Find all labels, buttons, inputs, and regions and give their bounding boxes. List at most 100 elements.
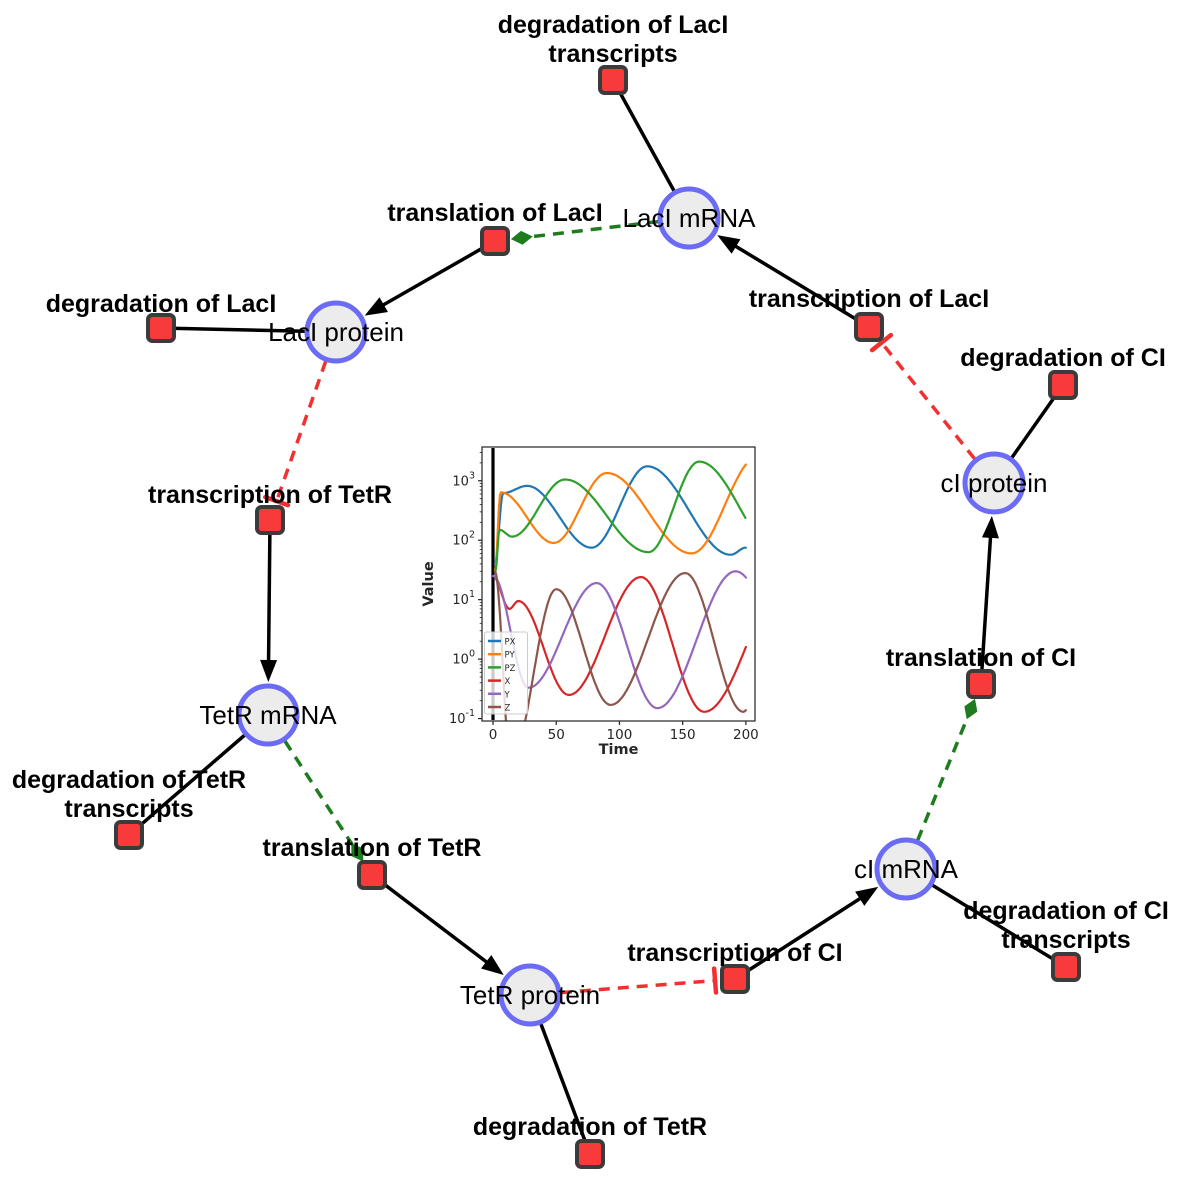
diamond-arrowhead-icon xyxy=(964,698,978,720)
modifier-line xyxy=(530,219,659,239)
y-tick-label: 102 xyxy=(452,530,475,549)
reaction-label-deg-tetr-transcripts: degradation of TetR xyxy=(12,766,246,794)
diamond-arrowhead-icon xyxy=(351,843,364,862)
arrowhead-icon xyxy=(364,297,388,316)
reactant-line xyxy=(618,91,676,193)
reaction-label-transcription-tetr: transcription of TetR xyxy=(148,481,392,509)
edge-reactant-ci-mrna-to-deg-ci-transcripts xyxy=(930,883,1055,961)
labels-layer: degradation of LacItranscriptstranslatio… xyxy=(12,11,1169,1141)
species-node-ci-mrna[interactable] xyxy=(874,837,938,901)
reaction-node-translation-laci[interactable] xyxy=(480,226,510,256)
reaction-node-transcription-laci[interactable] xyxy=(854,312,884,342)
species-node-laci-protein[interactable] xyxy=(304,300,368,364)
y-tick-label: 101 xyxy=(452,589,475,608)
legend-label-z: Z xyxy=(505,704,511,714)
reactant-line xyxy=(930,883,1055,961)
reactant-line xyxy=(138,733,247,827)
reaction-label-deg-laci-transcripts: degradation of LacI xyxy=(498,11,729,39)
y-tick-label: 103 xyxy=(452,470,475,489)
reaction-label-deg-laci-transcripts: transcripts xyxy=(548,40,677,68)
series-pz xyxy=(494,460,747,573)
species-node-ci-protein[interactable] xyxy=(962,451,1026,515)
tee-arrowhead-icon xyxy=(869,332,894,353)
reaction-label-translation-laci: translation of LacI xyxy=(387,199,602,227)
edge-reactant-tetr-mrna-to-deg-tetr-transcripts xyxy=(138,733,247,827)
inhibition-line xyxy=(275,360,328,500)
reaction-node-deg-tetr-transcripts[interactable] xyxy=(114,820,144,850)
series-z xyxy=(493,570,747,721)
product-line xyxy=(980,530,993,671)
edge-reactant-tetr-protein-to-deg-tetr xyxy=(539,1022,587,1142)
species-label-ci-protein: cI protein xyxy=(941,468,1048,498)
reaction-label-deg-ci-transcripts: degradation of CI xyxy=(963,897,1169,925)
reaction-label-deg-ci: degradation of CI xyxy=(960,344,1166,372)
x-tick-label: 50 xyxy=(548,727,565,743)
reaction-node-translation-tetr[interactable] xyxy=(357,860,387,890)
reaction-label-transcription-laci: transcription of LacI xyxy=(749,285,989,313)
reaction-node-transcription-ci[interactable] xyxy=(720,964,750,994)
reaction-node-deg-ci[interactable] xyxy=(1048,370,1078,400)
species-node-tetr-mrna[interactable] xyxy=(236,683,300,747)
y-tick-label: 100 xyxy=(452,649,475,668)
reaction-label-deg-tetr-transcripts: transcripts xyxy=(64,795,193,823)
legend-label-pz: PZ xyxy=(505,664,516,674)
species-label-ci-mrna: cI mRNA xyxy=(854,854,959,884)
reactant-line xyxy=(174,326,307,334)
species-node-laci-mrna[interactable] xyxy=(657,186,721,250)
reaction-node-deg-tetr[interactable] xyxy=(575,1139,605,1169)
series-px xyxy=(493,465,747,565)
edge-reactant-laci-protein-to-deg-laci xyxy=(174,326,307,334)
reactant-line xyxy=(1010,395,1057,460)
edge-product-translation-ci-to-ci-protein xyxy=(980,515,999,671)
legend-label-py: PY xyxy=(505,651,516,661)
reaction-label-deg-tetr: degradation of TetR xyxy=(473,1113,707,1141)
reaction-label-deg-ci-transcripts: transcripts xyxy=(1001,926,1130,954)
species-label-tetr-mrna: TetR mRNA xyxy=(199,700,337,730)
species-label-laci-protein: LacI protein xyxy=(268,317,404,347)
tee-arrowhead-icon xyxy=(711,966,719,995)
x-axis: 0 50 100 150 200 xyxy=(489,721,759,743)
reaction-label-translation-tetr: translation of TetR xyxy=(263,834,482,862)
species-label-tetr-protein: TetR protein xyxy=(460,980,600,1010)
reaction-node-deg-laci-transcripts[interactable] xyxy=(598,65,628,95)
arrowhead-icon xyxy=(855,886,879,906)
reaction-node-deg-laci[interactable] xyxy=(146,313,176,343)
series-py xyxy=(493,463,747,573)
tee-arrowhead-icon xyxy=(263,494,291,508)
legend-label-x: X xyxy=(505,677,511,687)
reaction-node-deg-ci-transcripts[interactable] xyxy=(1051,952,1081,982)
species-label-laci-mrna: LacI mRNA xyxy=(623,203,757,233)
chart-legend: PX PY PZ XYZ xyxy=(484,631,528,715)
product-line xyxy=(266,533,272,668)
edge-product-transcription-tetr-to-tetr-mrna xyxy=(260,533,278,683)
edge-inhibition-laci-protein-to-transcription-tetr xyxy=(263,360,328,508)
edge-product-translation-laci-to-laci-protein xyxy=(364,246,484,316)
reaction-node-transcription-tetr[interactable] xyxy=(255,505,285,535)
edge-product-transcription-ci-to-ci-mrna xyxy=(745,886,879,973)
product-line xyxy=(745,893,867,973)
product-line xyxy=(376,246,484,310)
inhibition-line xyxy=(560,978,714,995)
reaction-node-translation-ci[interactable] xyxy=(966,669,996,699)
x-tick-label: 0 xyxy=(489,727,498,743)
legend-label-y: Y xyxy=(504,690,511,700)
reactant-line xyxy=(539,1022,587,1142)
legend-label-px: PX xyxy=(505,638,516,648)
reaction-label-transcription-ci: transcription of CI xyxy=(627,939,842,967)
product-line xyxy=(729,241,858,321)
modifier-line xyxy=(916,716,970,841)
x-tick-label: 150 xyxy=(670,727,696,743)
species-node-tetr-protein[interactable] xyxy=(498,963,562,1027)
x-tick-label: 100 xyxy=(607,727,633,743)
edge-inhibition-ci-protein-to-transcription-laci xyxy=(869,332,976,460)
y-axis-title: Value xyxy=(421,561,437,607)
reaction-label-deg-laci: degradation of LacI xyxy=(46,290,277,318)
arrowhead-icon xyxy=(260,659,278,683)
edge-reactant-ci-protein-to-deg-ci xyxy=(1010,395,1057,460)
series-y xyxy=(491,570,747,710)
arrowhead-icon xyxy=(981,515,999,539)
arrowhead-icon xyxy=(717,235,741,254)
